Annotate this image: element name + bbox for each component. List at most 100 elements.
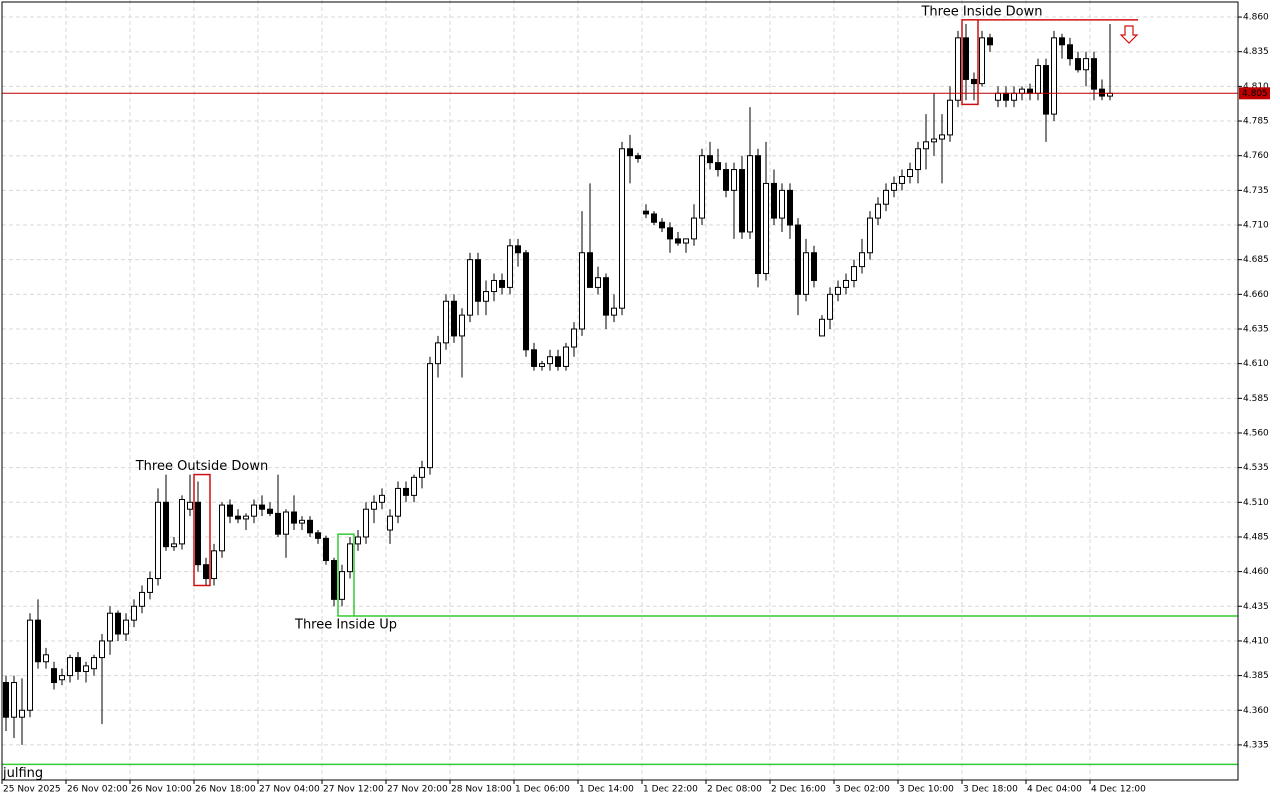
candle-body (1035, 65, 1041, 94)
candle-body (1019, 88, 1025, 94)
candle-body (931, 138, 937, 143)
candle-body (939, 134, 945, 140)
candle-body (1099, 88, 1105, 97)
y-tick-label: 4.785 (1243, 117, 1269, 127)
candle-body (403, 487, 409, 496)
candle-body (371, 501, 377, 510)
x-tick-label: 3 Dec 18:00 (963, 785, 1018, 795)
pattern-box (961, 19, 979, 106)
candle-body (283, 511, 289, 535)
y-tick-label: 4.485 (1243, 532, 1269, 542)
candle-body (75, 657, 81, 672)
candle-body (987, 37, 993, 46)
candle-body (795, 224, 801, 295)
y-tick-label: 4.710 (1243, 221, 1269, 231)
y-tick-label: 4.585 (1243, 394, 1269, 404)
candle-body (803, 252, 809, 295)
candle-body (51, 668, 57, 684)
x-tick-label: 1 Dec 22:00 (643, 785, 698, 795)
candle-body (571, 328, 577, 348)
x-tick-label: 1 Dec 14:00 (579, 785, 634, 795)
x-tick-label: 2 Dec 16:00 (771, 785, 826, 795)
current-price-tag (1239, 87, 1270, 100)
candle-body (563, 346, 569, 367)
candle-body (883, 189, 889, 205)
candle-body (515, 245, 521, 254)
candle-body (427, 363, 433, 469)
x-tick-label: 1 Dec 06:00 (515, 785, 570, 795)
candle-body (923, 141, 929, 150)
candle-body (299, 519, 305, 524)
y-tick-label: 4.610 (1243, 359, 1269, 369)
x-tick-label: 25 Nov 2025 (3, 785, 61, 795)
candle-body (707, 155, 713, 164)
candle-body (859, 252, 865, 268)
candle-body (459, 314, 465, 337)
x-tick-label: 26 Nov 18:00 (195, 785, 256, 795)
candle-body (179, 499, 185, 545)
candle-body (195, 501, 201, 566)
candle-body (291, 511, 297, 524)
candle-body (507, 245, 513, 288)
y-tick-label: 4.760 (1243, 151, 1269, 161)
x-tick-label: 27 Nov 12:00 (323, 785, 384, 795)
candle-body (979, 37, 985, 85)
x-tick-label: 26 Nov 02:00 (67, 785, 128, 795)
y-tick-label: 4.360 (1243, 706, 1269, 716)
candle-body (579, 252, 585, 330)
pattern-label: Three Outside Down (135, 459, 269, 474)
candle-body (219, 504, 225, 552)
candle-body (483, 291, 489, 302)
candle-body (355, 536, 361, 545)
candle-body (787, 189, 793, 226)
candle-body (907, 169, 913, 177)
candle-body (635, 155, 641, 159)
candle-body (267, 508, 273, 514)
candle-body (1059, 37, 1065, 46)
candle-body (779, 189, 785, 219)
candle-body (315, 532, 321, 539)
x-tick-label: 2 Dec 08:00 (707, 785, 762, 795)
x-tick-label: 3 Dec 02:00 (835, 785, 890, 795)
candle-body (251, 504, 257, 517)
candle-body (899, 175, 905, 184)
y-tick-label: 4.860 (1243, 13, 1269, 23)
candle-body (691, 217, 697, 240)
candle-body (27, 619, 33, 711)
candle-body (595, 277, 601, 288)
candle-body (411, 476, 417, 496)
candle-body (995, 92, 1001, 101)
candle-body (1075, 58, 1081, 71)
candle-body (115, 612, 121, 635)
y-tick-label: 4.810 (1243, 82, 1269, 92)
candle-body (963, 37, 969, 80)
candle-body (547, 356, 553, 365)
candle-body (155, 501, 161, 580)
candle-body (379, 494, 385, 503)
candle-body (875, 203, 881, 219)
candle-body (147, 578, 153, 593)
y-tick-label: 4.835 (1243, 47, 1269, 57)
candle-body (35, 619, 41, 663)
candle-body (1003, 92, 1009, 101)
candle-body (171, 543, 177, 548)
candle-body (763, 182, 769, 275)
plot-border (1, 1, 1239, 781)
candle-body (819, 318, 825, 337)
x-tick-label: 27 Nov 04:00 (259, 785, 320, 795)
candle-body (971, 78, 977, 85)
candle-body (555, 356, 561, 367)
x-tick-label: 28 Nov 18:00 (451, 785, 512, 795)
candle-body (163, 501, 169, 548)
y-tick-label: 4.335 (1243, 740, 1269, 750)
candle-body (203, 564, 209, 580)
candle-body (1067, 44, 1073, 60)
pattern-box (337, 533, 355, 617)
candle-body (523, 252, 529, 351)
candle-body (235, 515, 241, 520)
candle-body (531, 349, 537, 367)
y-tick-label: 4.385 (1243, 671, 1269, 681)
candle-body (1051, 37, 1057, 115)
